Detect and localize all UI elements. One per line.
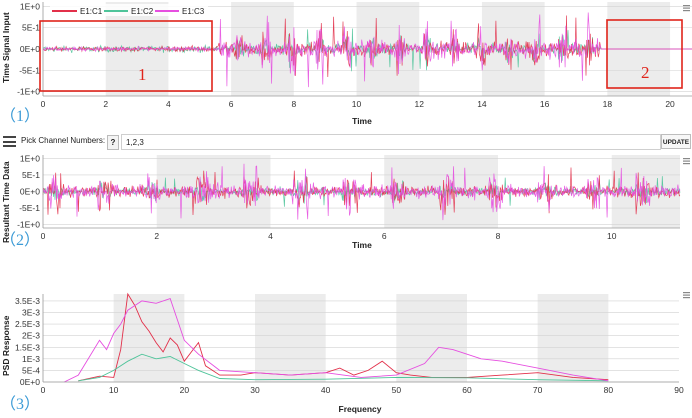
x-tick-label: 80 — [604, 385, 614, 395]
panel3-menu-icon[interactable] — [683, 292, 690, 299]
panel2-y-tick-labels: 1E+0 5E-1 0E+0 -5E-1 -1E+0 — [17, 153, 40, 229]
channel-picker-row: Pick Channel Numbers: ? UPDATE — [0, 133, 692, 151]
y-tick-label: 0E+0 — [20, 187, 40, 197]
x-tick-label: 20 — [665, 99, 675, 109]
panel1-number-label: （1） — [0, 107, 40, 125]
annotation-box-2 — [606, 19, 683, 89]
annotation-box-2-label: 2 — [641, 63, 650, 82]
panel2-signal-lines — [42, 163, 681, 221]
psd-response-panel: 3.5E-3 3E-32.5E-3 2E-31.5E-3 1E-35E-4 0E+0 0… — [0, 292, 690, 414]
x-tick-label: 40 — [321, 385, 331, 395]
panel2-number-label: （2） — [0, 231, 40, 249]
legend-label-c3[interactable]: E1:C3 — [182, 7, 205, 16]
x-tick-label: 16 — [540, 99, 550, 109]
y-tick-label: -1E+0 — [17, 87, 40, 97]
x-tick-label: 12 — [414, 99, 424, 109]
series-line-e1-c2 — [42, 175, 681, 207]
x-tick-label: 0 — [41, 231, 46, 241]
y-tick-label: -1E+0 — [17, 220, 40, 230]
panel3-x-axis-title: Frequency — [339, 404, 382, 414]
x-tick-label: 20 — [180, 385, 190, 395]
y-tick-label: 3.5E-3 — [15, 296, 40, 306]
x-tick-label: 2 — [154, 231, 159, 241]
y-tick-label: 1E+0 — [20, 1, 40, 11]
time-signal-input-panel: 1E+05E-10E+0-5E-1-1E+0 0 2 4 6 8 10 12 14 16 18 20… — [0, 1, 692, 126]
plot-band — [396, 294, 467, 382]
x-tick-label: 4 — [268, 231, 273, 241]
x-tick-label: 8 — [496, 231, 501, 241]
y-tick-label: 0E+0 — [20, 377, 40, 387]
channel-numbers-input[interactable] — [121, 134, 661, 150]
x-tick-label: 6 — [382, 231, 387, 241]
y-tick-label: 0E+0 — [20, 44, 40, 54]
panel2-x-axis-title: Time — [352, 240, 372, 250]
panel1-menu-icon[interactable] — [683, 5, 690, 12]
annotation-box-1-label: 1 — [138, 65, 147, 84]
y-tick-label: 2.5E-3 — [15, 319, 40, 329]
list-icon[interactable] — [3, 136, 16, 147]
y-tick-label: -5E-1 — [19, 203, 40, 213]
legend-label-c1[interactable]: E1:C1 — [80, 7, 103, 16]
x-tick-label: 50 — [392, 385, 402, 395]
help-button[interactable]: ? — [107, 135, 119, 150]
series-line-e1-c3 — [42, 12, 692, 88]
panel3-number-label: （3） — [0, 395, 40, 413]
y-tick-label: 1.5E-3 — [15, 342, 40, 352]
panel3-psd-lines — [64, 292, 609, 383]
x-tick-label: 10 — [352, 99, 362, 109]
panel1-y-axis-title: Time Signal Input — [1, 12, 11, 83]
x-tick-label: 18 — [603, 99, 613, 109]
series-line-e1-c3 — [42, 163, 681, 221]
panel1-x-axis-title: Time — [352, 116, 372, 126]
x-tick-label: 6 — [229, 99, 234, 109]
psd-line-e1-c2 — [78, 353, 609, 382]
x-tick-label: 70 — [533, 385, 543, 395]
x-tick-label: 0 — [41, 385, 46, 395]
x-tick-label: 14 — [477, 99, 487, 109]
plot-band — [537, 294, 609, 382]
psd-line-e1-c3 — [64, 298, 609, 383]
psd-line-e1-c1 — [78, 292, 609, 382]
plot-band — [113, 294, 185, 382]
x-tick-label: 0 — [41, 99, 46, 109]
resultant-time-data-panel: 1E+0 5E-1 0E+0 -5E-1 -1E+0 0 2 4 6 8 10 Resultant… — [0, 153, 690, 250]
panel2-y-axis-title: Resultant Time Data — [1, 161, 11, 243]
panel2-menu-icon[interactable] — [683, 158, 690, 165]
panel2-x-tick-labels: 0 2 4 6 8 10 — [41, 231, 617, 241]
x-tick-label: 2 — [103, 99, 108, 109]
channel-picker-label: Pick Channel Numbers: — [21, 136, 106, 145]
y-tick-label: 3E-3 — [22, 308, 40, 318]
panel3-background-bands — [43, 294, 679, 382]
legend: E1:C1 E1:C2 E1:C3 — [50, 4, 208, 16]
y-tick-label: 1E+0 — [20, 153, 40, 163]
y-tick-label: 5E-4 — [22, 365, 40, 375]
update-button[interactable]: UPDATE — [661, 134, 691, 149]
panel3-y-axis-title: PSD Response — [1, 315, 11, 376]
panel1-signal-lines — [42, 12, 692, 88]
x-tick-label: 30 — [250, 385, 260, 395]
panel1-y-tick-labels: 1E+0 5E-1 0E+0 -5E-1 -1E+0 — [17, 1, 40, 96]
legend-label-c2[interactable]: E1:C2 — [131, 7, 154, 16]
y-tick-label: 5E-1 — [22, 23, 40, 33]
panel3-x-tick-labels: 0 10 20 30 40 50 60 70 80 90 — [41, 385, 684, 395]
x-tick-label: 10 — [607, 231, 617, 241]
y-tick-label: 5E-1 — [22, 170, 40, 180]
y-tick-label: 1E-3 — [22, 354, 40, 364]
y-tick-label: 2E-3 — [22, 331, 40, 341]
x-tick-label: 4 — [166, 99, 171, 109]
annotation-box-1 — [39, 20, 213, 92]
panel1-x-tick-labels: 0 2 4 6 8 10 12 14 16 18 20 — [41, 99, 675, 109]
plot-band — [255, 294, 326, 382]
x-tick-label: 60 — [462, 385, 472, 395]
x-tick-label: 8 — [291, 99, 296, 109]
x-tick-label: 10 — [109, 385, 119, 395]
panel3-y-tick-labels: 3.5E-3 3E-32.5E-3 2E-31.5E-3 1E-35E-4 0E+0 — [15, 296, 40, 387]
x-tick-label: 90 — [674, 385, 684, 395]
y-tick-label: -5E-1 — [19, 65, 40, 75]
